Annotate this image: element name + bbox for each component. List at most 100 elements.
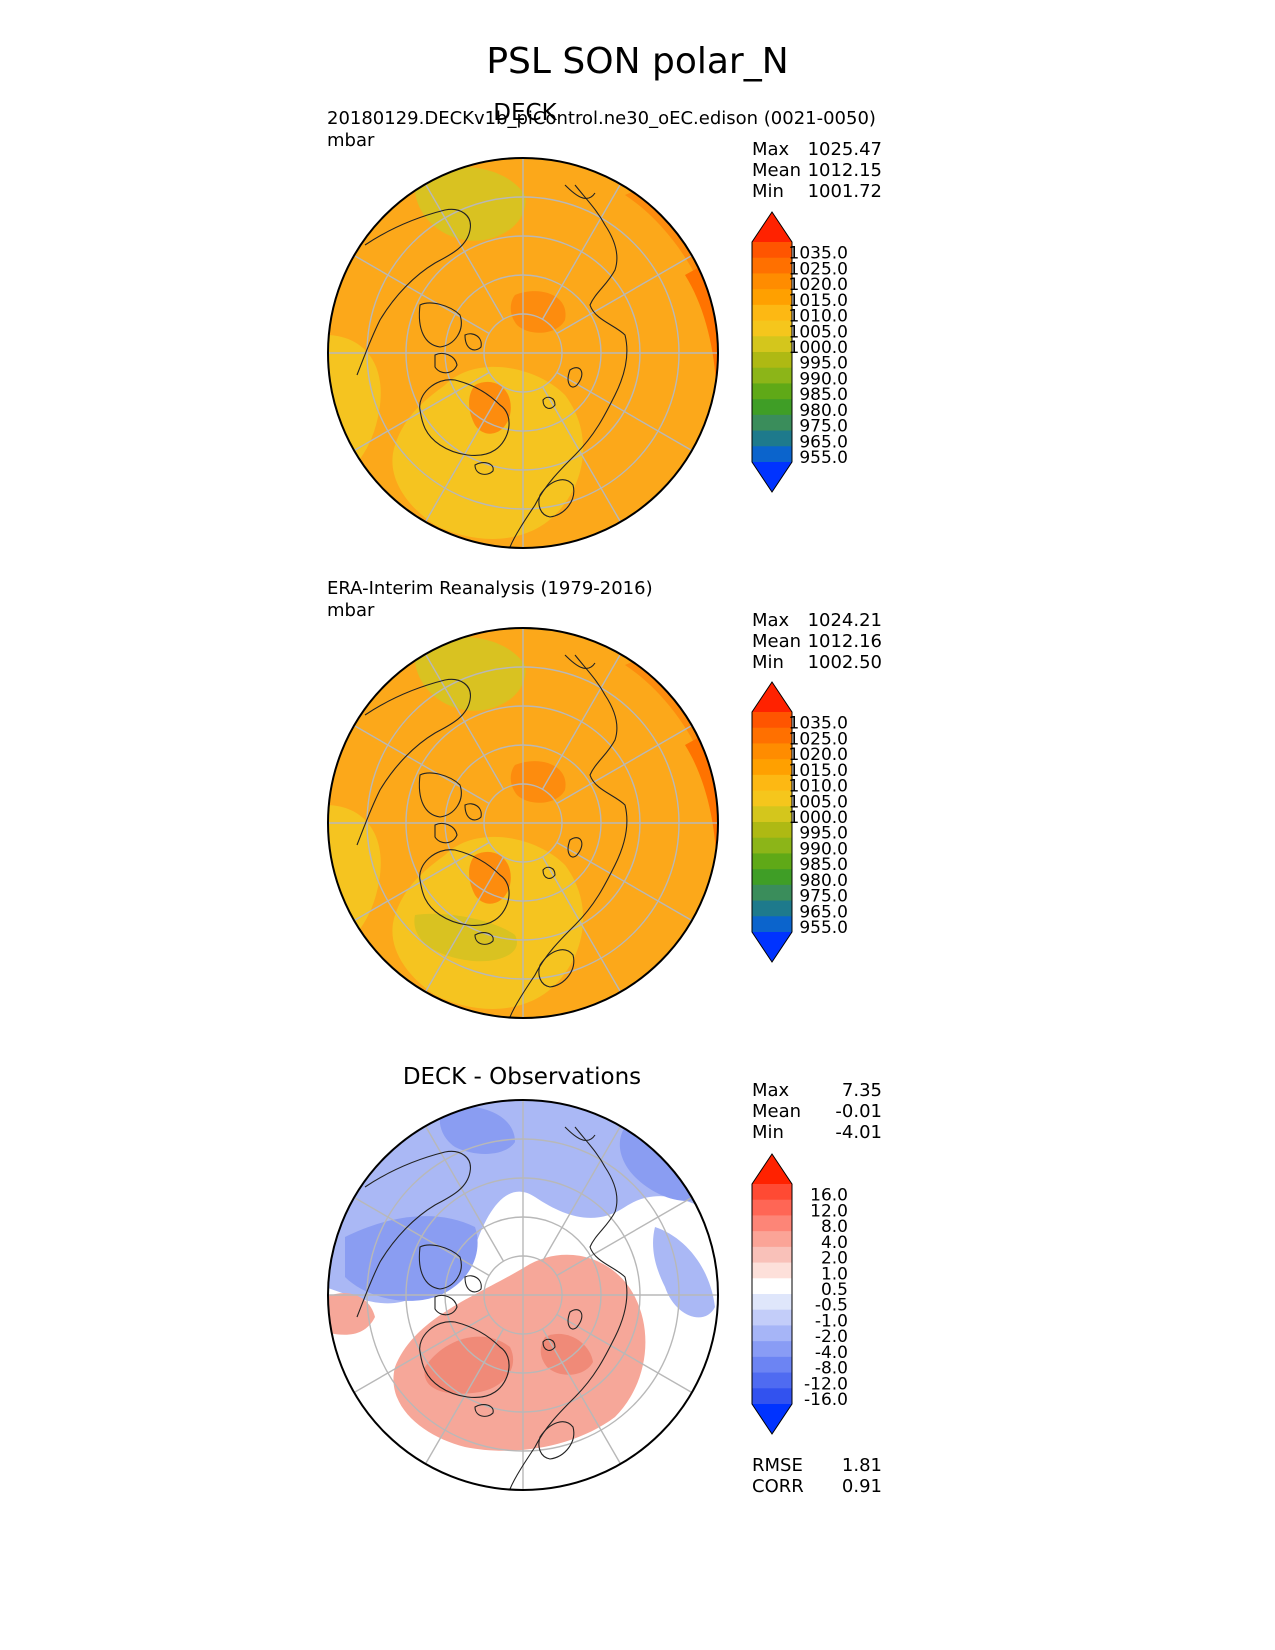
colorbar-segment [752,273,792,290]
colorbar-tick-label: -1.0 [815,1311,848,1331]
colorbar-tick-label: 985.0 [799,385,848,405]
panel-3-stat-min: Min -4.01 [752,1122,882,1144]
colorbar-segment [752,352,792,369]
meridian-line [424,183,505,320]
meridian-line [556,254,693,335]
map-boundary [327,627,719,1019]
colorbar-tick-label: 1035.0 [789,244,848,264]
colorbar-segment [752,712,792,729]
colorbar-segment [752,1215,792,1232]
colorbar-tick-label: 995.0 [799,824,848,844]
panel-2-stat-max: Max 1024.21 [752,610,882,632]
colorbar-segment [752,1372,792,1389]
coastline-path [418,302,462,348]
colorbar-tick-label: 965.0 [799,902,848,922]
graticule [328,1100,718,1490]
coastline-path [464,803,482,821]
colorbar-tick-label: -16.0 [804,1390,848,1410]
colorbar-segment [752,822,792,839]
colorbar-extend-min [752,1404,792,1434]
stat-label: Min [752,1122,784,1143]
colorbar-tick-label: 990.0 [799,839,848,859]
coastline-path [538,1421,575,1460]
panel-1-polar-map [327,157,719,549]
meridian-line [424,653,505,790]
graticule [328,628,718,1018]
meridian-line [541,183,622,320]
colorbar-tick-label: 1015.0 [789,761,848,781]
coastline-path [356,678,471,846]
colorbar-tick-label: 1010.0 [789,307,848,327]
colorbar-tick-label: 975.0 [799,417,848,437]
colorbar-tick-label: 1005.0 [789,322,848,342]
colorbar-tick-label: 12.0 [810,1201,848,1221]
coastline-path [567,367,583,388]
colorbar-tick-label: 1035.0 [789,714,848,734]
colorbar-segment [752,336,792,353]
colorbar-segment [752,383,792,400]
stat-value: 1012.15 [807,160,882,181]
colorbar-tick-label: 990.0 [799,369,848,389]
coastlines [356,184,628,548]
colorbar-segment [752,257,792,274]
coastline-path [464,1275,482,1293]
colorbar-tick-label: 995.0 [799,354,848,374]
meridian-line [353,724,490,805]
meridian-line [556,724,693,805]
coastline-path [356,1150,471,1318]
coastline-path [564,654,596,669]
colorbar-tick-label: 2.0 [821,1249,848,1269]
coastline-path [542,866,556,879]
colorbar-segment [752,1388,792,1405]
colorbar-segment [752,837,792,854]
coastlines [356,1126,628,1490]
stat-label: Max [752,1080,790,1101]
stat-value: -4.01 [835,1122,882,1143]
panel-1-units: mbar [327,130,375,151]
panel-3-stat-corr: CORR 0.91 [752,1476,882,1498]
colorbar-outline [751,1153,793,1435]
colorbar-tick-label: 1015.0 [789,291,848,311]
colorbar-tick-label: 975.0 [799,887,848,907]
colorbar-tick-label: 965.0 [799,432,848,452]
panel-1-colorbar: 1035.01025.01020.01015.01010.01005.01000… [751,211,848,493]
graticule [328,158,718,548]
pressure-low-pacific [414,636,526,711]
colorbar-segment [752,1184,792,1201]
stat-value: 1001.72 [807,181,882,202]
panel-3-polar-map [327,1099,719,1491]
meridian-line [541,1328,622,1465]
pressure-low-pacific [414,166,526,241]
colorbar-tick-label: 1.0 [821,1264,848,1284]
colorbar-extend-min [752,462,792,492]
coastline-path [564,1126,596,1141]
colorbar-segment [752,790,792,807]
colorbar-tick-label: 980.0 [799,871,848,891]
colorbar-segment [752,806,792,823]
coastline-path [464,333,482,351]
meridian-line [556,841,693,922]
colorbar-tick-label: 1005.0 [789,792,848,812]
colorbar-tick-label: -8.0 [815,1359,848,1379]
colorbar-segment [752,1341,792,1358]
colorbar-segment [752,430,792,447]
panel-1-dataset-label: 20180129.DECKv1b_piControl.ne30_oEC.edis… [327,108,876,129]
panel-2-colorbar: 1035.01025.01020.01015.01010.01005.01000… [751,681,848,963]
colorbar-segment [752,884,792,902]
colorbar-outline [751,211,793,493]
coastline-path [418,772,462,818]
coastline-path [567,1309,583,1330]
meridian-line [541,856,622,993]
colorbar-tick-label: 0.5 [821,1280,848,1300]
pressure-high-greenland [469,851,511,904]
panel-3-colorbar: 16.012.08.04.02.01.00.5-0.5-1.0-2.0-4.0-… [751,1153,848,1435]
coastline-path [474,462,494,475]
meridian-line [424,1125,505,1262]
panel-2-units: mbar [327,600,375,621]
coastline-path [474,1404,494,1417]
colorbar-tick-label: 985.0 [799,855,848,875]
meridian-line [353,371,490,452]
coastline-path [418,1244,462,1290]
colorbar-segment [752,1278,792,1295]
pressure-high-greenland [469,381,511,434]
